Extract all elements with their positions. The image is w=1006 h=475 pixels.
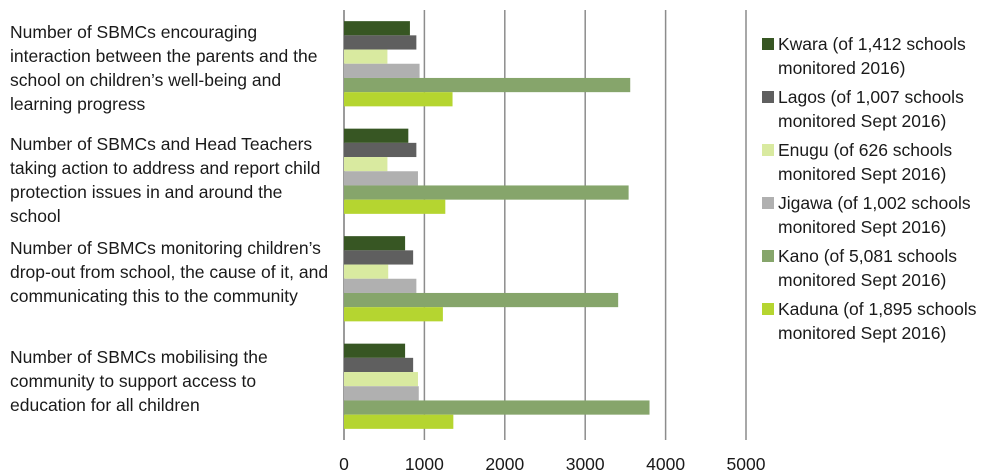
bar xyxy=(344,307,443,322)
legend: Kwara (of 1,412 schools monitored 2016) L… xyxy=(762,32,1006,350)
bar xyxy=(344,92,453,107)
bar xyxy=(344,386,419,401)
legend-item: Lagos (of 1,007 schools monitored Sept 2… xyxy=(762,85,1006,133)
category-label: Number of SBMCs encouraging interaction … xyxy=(10,22,318,114)
legend-swatch xyxy=(762,250,774,262)
legend-item: Enugu (of 626 schools monitored Sept 201… xyxy=(762,138,1006,186)
x-tick-label: 4000 xyxy=(646,454,685,474)
category-label: Number of SBMCs mobilising the community… xyxy=(10,347,268,415)
bar xyxy=(344,128,409,143)
bars xyxy=(344,21,650,429)
bar xyxy=(344,372,418,387)
bar xyxy=(344,264,389,279)
legend-label: Enugu (of 626 schools monitored Sept 201… xyxy=(778,140,953,184)
bar xyxy=(344,400,650,415)
bar xyxy=(344,21,410,36)
x-tick-label: 5000 xyxy=(727,454,766,474)
bar xyxy=(344,414,454,429)
legend-swatch xyxy=(762,91,774,103)
legend-label: Kwara (of 1,412 schools monitored 2016) xyxy=(778,34,966,78)
bar xyxy=(344,278,417,293)
x-tick-label: 1000 xyxy=(405,454,444,474)
legend-label: Jigawa (of 1,002 schools monitored Sept … xyxy=(778,193,971,237)
bar xyxy=(344,236,406,251)
bar xyxy=(344,343,406,358)
bar xyxy=(344,35,417,50)
x-tick-label: 3000 xyxy=(566,454,605,474)
legend-item: Kaduna (of 1,895 schools monitored Sept … xyxy=(762,297,1006,345)
legend-item: Jigawa (of 1,002 schools monitored Sept … xyxy=(762,191,1006,239)
bar xyxy=(344,292,619,308)
legend-label: Lagos (of 1,007 schools monitored Sept 2… xyxy=(778,87,964,131)
bar xyxy=(344,250,414,265)
legend-item: Kano (of 5,081 schools monitored Sept 20… xyxy=(762,244,1006,292)
category-label: Number of SBMCs monitoring children’s dr… xyxy=(10,238,329,306)
bar xyxy=(344,142,417,158)
legend-swatch xyxy=(762,144,774,156)
value-axis: 0 1000 2000 3000 4000 5000 xyxy=(339,454,766,474)
legend-swatch xyxy=(762,303,774,315)
bar xyxy=(344,185,629,200)
legend-label: Kaduna (of 1,895 schools monitored Sept … xyxy=(778,299,977,343)
bar xyxy=(344,77,631,93)
legend-label: Kano (of 5,081 schools monitored Sept 20… xyxy=(778,246,958,290)
legend-swatch xyxy=(762,38,774,50)
bar xyxy=(344,157,388,172)
category-label: Number of SBMCs and Head Teachers taking… xyxy=(10,134,321,226)
legend-item: Kwara (of 1,412 schools monitored 2016) xyxy=(762,32,1006,80)
bar xyxy=(344,357,414,373)
bar xyxy=(344,171,418,186)
bar xyxy=(344,199,446,214)
bar xyxy=(344,49,388,64)
bar xyxy=(344,63,420,78)
legend-swatch xyxy=(762,197,774,209)
x-tick-label: 2000 xyxy=(485,454,524,474)
x-tick-label: 0 xyxy=(339,454,349,474)
